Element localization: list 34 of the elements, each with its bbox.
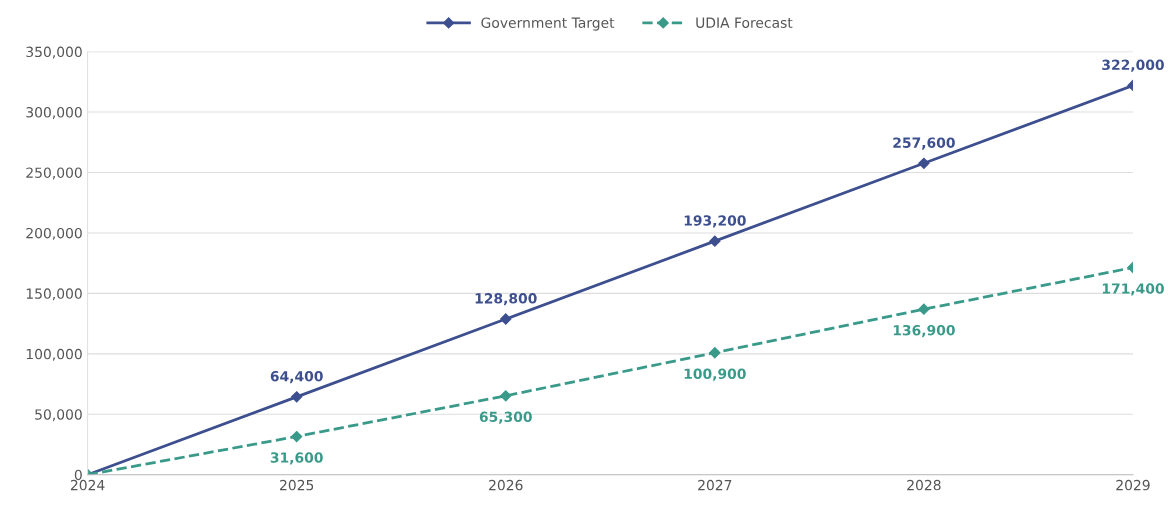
data-label: 64,400	[270, 370, 323, 384]
point	[500, 390, 512, 402]
y-tick-label: 300,000	[26, 107, 82, 119]
point	[291, 430, 303, 443]
data-label: 31,600	[270, 452, 323, 465]
point	[291, 391, 303, 403]
data-label: 65,300	[479, 411, 532, 424]
y-tick-label: 250,000	[26, 167, 82, 180]
x-tick-label: 2027	[698, 479, 732, 491]
y-tick-label: 350,000	[26, 46, 82, 59]
point	[709, 235, 721, 247]
data-label: 128,800	[475, 293, 537, 306]
data-label: 322,000	[1102, 59, 1164, 72]
point	[500, 313, 512, 325]
data-label: 193,200	[684, 215, 746, 228]
point	[918, 157, 930, 169]
data-label: 100,900	[684, 368, 746, 381]
y-tick-label: 50,000	[35, 409, 82, 422]
point	[709, 347, 721, 359]
legend-label: Government Target	[481, 17, 615, 31]
y-tick-label: 100,000	[26, 348, 82, 361]
data-label: 257,600	[893, 137, 955, 150]
x-tick-label: 2026	[489, 479, 523, 491]
x-tick-label: 2025	[280, 479, 314, 491]
data-label: 171,400	[1102, 283, 1164, 296]
legend-label: UDIA Forecast	[696, 17, 793, 28]
y-tick-label: 200,000	[26, 227, 82, 240]
point	[918, 303, 930, 315]
x-tick-label: 2028	[907, 479, 941, 491]
x-tick-label: 2024	[70, 479, 105, 491]
x-tick-label: 2029	[1116, 479, 1150, 491]
y-tick-label: 150,000	[26, 288, 82, 301]
y-tick-label: 0	[74, 469, 82, 481]
data-label: 136,900	[893, 324, 955, 338]
